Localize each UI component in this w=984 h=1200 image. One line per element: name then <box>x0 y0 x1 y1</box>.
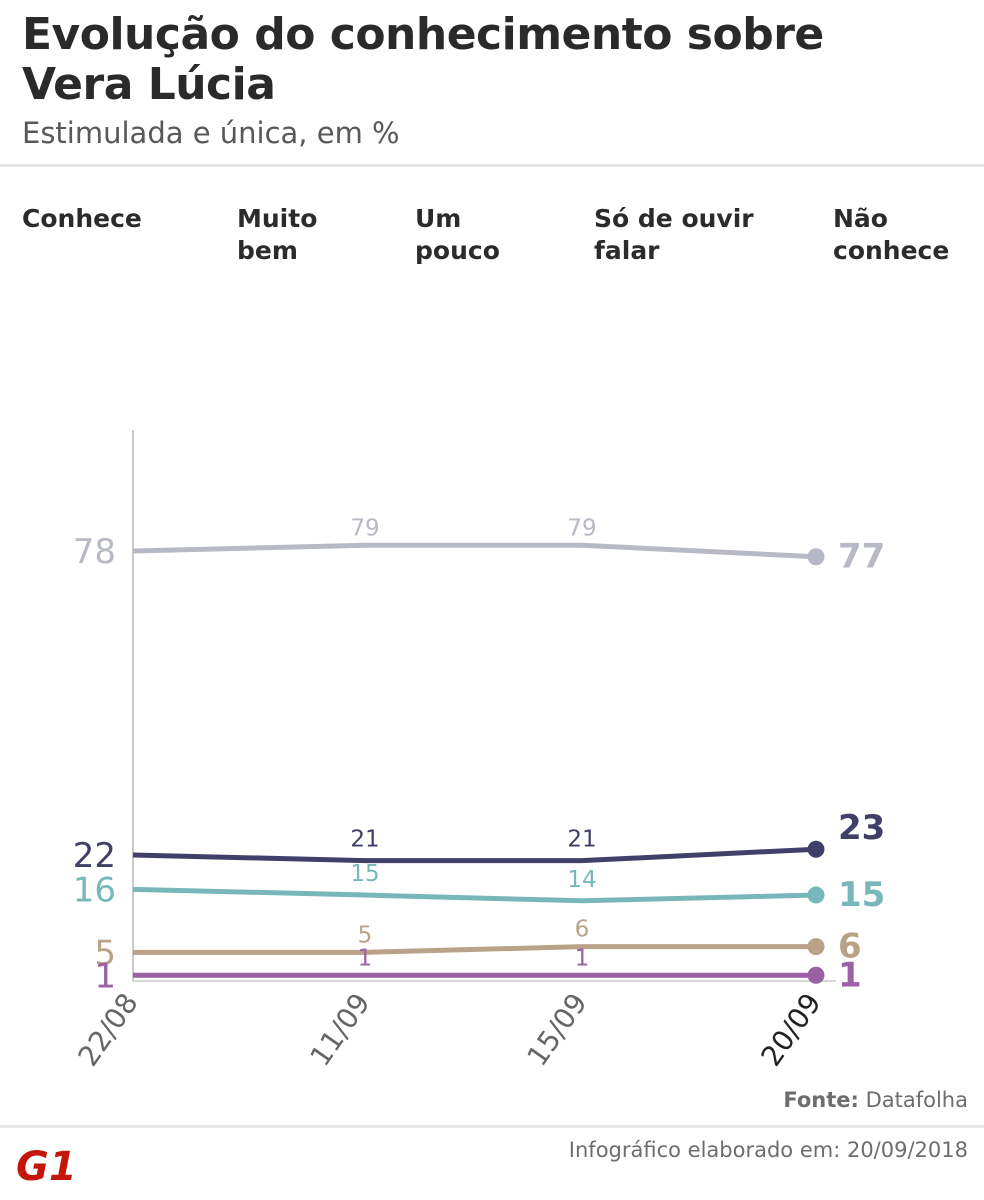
label-end-muito-bem: 1 <box>838 955 862 995</box>
end-marker-um-pouco <box>807 938 825 956</box>
legend-conhece: Conhece <box>22 204 142 233</box>
label-point-muito-bem-2: 1 <box>575 945 590 971</box>
legend-muito-bem: Muito bem <box>237 204 318 265</box>
label-start-conhece: 22 <box>73 836 116 876</box>
label-point-um-pouco-2: 6 <box>575 917 590 943</box>
label-point-muito-bem-1: 1 <box>358 945 373 971</box>
end-marker-so-de-ouvir-falar <box>807 886 825 904</box>
end-marker-muito-bem <box>807 966 825 984</box>
label-start-nao-conhece: 78 <box>73 532 116 572</box>
source-note: Fonte: Datafolha <box>783 1088 968 1112</box>
end-marker-conhece <box>807 840 825 858</box>
label-point-nao-conhece-1: 79 <box>350 515 379 541</box>
label-start-um-pouco: 5 <box>94 933 116 973</box>
label-end-conhece: 23 <box>838 808 885 848</box>
label-end-um-pouco: 6 <box>838 927 862 967</box>
end-marker-nao-conhece <box>807 548 825 566</box>
label-point-conhece-1: 21 <box>350 827 379 853</box>
series-line-conhece <box>132 846 817 864</box>
label-end-so-de-ouvir-falar: 15 <box>838 875 885 915</box>
g1-logo: G1 <box>16 1144 76 1184</box>
legend-nao-conhece: Não conhece <box>833 204 950 265</box>
chart-title: Evolução do conhecimento sobre Vera Lúci… <box>22 9 824 110</box>
label-point-so-de-ouvir-falar-1: 15 <box>350 861 379 887</box>
bottom-divider <box>0 1125 984 1128</box>
source-value: Datafolha <box>865 1088 968 1112</box>
series-line-nao-conhece <box>132 542 817 560</box>
series-line-so-de-ouvir-falar <box>132 886 817 904</box>
label-point-um-pouco-1: 5 <box>358 922 373 948</box>
credit-note: Infográfico elaborado em: 20/09/2018 <box>568 1138 968 1162</box>
top-divider <box>0 164 984 167</box>
label-end-nao-conhece: 77 <box>838 537 885 577</box>
legend-so-de-ouvir-falar: Só de ouvir falar <box>594 204 754 265</box>
label-start-so-de-ouvir-falar: 16 <box>73 870 116 910</box>
g1-logo-text: G1 <box>16 1144 76 1184</box>
series-line-um-pouco <box>133 944 816 955</box>
legend-um-pouco: Um pouco <box>415 204 500 265</box>
x-tick-label: 15/09 <box>520 987 593 1072</box>
label-point-nao-conhece-2: 79 <box>567 515 596 541</box>
x-tick-label: 11/09 <box>303 987 376 1072</box>
chart-subtitle: Estimulada e única, em % <box>22 116 400 150</box>
x-tick-label: 22/08 <box>71 987 144 1072</box>
x-tick-label: 20/09 <box>754 987 827 1072</box>
label-point-conhece-2: 21 <box>567 827 596 853</box>
label-start-muito-bem: 1 <box>94 956 116 996</box>
source-label: Fonte: <box>783 1088 859 1112</box>
label-point-so-de-ouvir-falar-2: 14 <box>567 867 596 893</box>
